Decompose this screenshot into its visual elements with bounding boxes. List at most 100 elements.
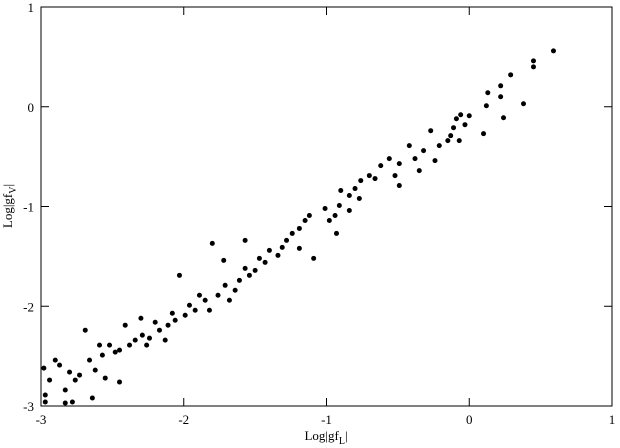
x-label-sub: L	[339, 436, 345, 447]
point	[215, 292, 221, 298]
y-tick-label: 0	[28, 100, 35, 115]
point	[356, 196, 362, 202]
point	[112, 349, 118, 355]
point	[156, 327, 162, 333]
point	[352, 186, 358, 192]
y-tick-label: -3	[23, 399, 34, 414]
y-axis-label: Log|gfV|	[0, 184, 19, 228]
point	[246, 272, 252, 278]
point	[275, 252, 281, 258]
point	[226, 297, 232, 303]
point	[508, 72, 514, 78]
x-label-main: Log|gf	[304, 428, 339, 443]
point	[242, 265, 248, 271]
point	[462, 122, 468, 128]
point	[165, 322, 171, 328]
y-label-end: |	[0, 184, 15, 187]
point	[242, 237, 248, 243]
point	[252, 267, 258, 273]
x-tick-label: -1	[321, 412, 332, 427]
point	[47, 377, 53, 383]
point	[127, 342, 133, 348]
point	[77, 372, 83, 378]
point	[336, 203, 342, 209]
point	[421, 148, 427, 154]
point	[322, 205, 328, 211]
point	[501, 115, 507, 121]
point	[483, 103, 489, 109]
point	[296, 245, 302, 251]
point	[416, 168, 422, 174]
point	[333, 230, 339, 236]
x-axis-label: Log|gfL|	[304, 428, 347, 447]
point	[346, 193, 352, 199]
point	[378, 163, 384, 169]
point	[406, 143, 412, 149]
point	[302, 217, 308, 223]
point	[182, 312, 188, 318]
point	[396, 183, 402, 189]
y-tick-label: 1	[28, 0, 35, 15]
point	[186, 302, 192, 308]
point	[306, 212, 312, 218]
point	[87, 357, 93, 363]
point	[296, 225, 302, 231]
point	[550, 48, 556, 54]
point	[520, 101, 526, 107]
point	[396, 161, 402, 167]
point	[107, 342, 113, 348]
point	[202, 297, 208, 303]
point	[346, 207, 352, 213]
point	[466, 113, 472, 119]
point	[222, 282, 228, 288]
point	[284, 237, 290, 243]
point	[256, 255, 262, 261]
point	[266, 247, 272, 253]
point	[262, 259, 268, 265]
point	[451, 125, 457, 131]
point	[498, 83, 504, 89]
point	[52, 357, 58, 363]
point	[102, 375, 108, 381]
point	[481, 131, 487, 137]
point	[196, 292, 202, 298]
x-tick-label: 0	[466, 412, 473, 427]
point	[62, 400, 68, 406]
point	[62, 387, 68, 393]
point	[89, 395, 95, 401]
point	[412, 156, 418, 162]
point	[428, 128, 434, 134]
x-label-end: |	[345, 428, 348, 443]
point	[146, 335, 152, 341]
point	[432, 158, 438, 164]
point	[117, 379, 123, 385]
point	[338, 188, 344, 194]
point	[67, 369, 73, 375]
point	[232, 287, 238, 293]
point	[69, 399, 75, 405]
y-label-sub: V	[8, 186, 19, 194]
point	[445, 138, 451, 144]
point	[139, 332, 145, 338]
point	[456, 138, 462, 144]
point	[436, 143, 442, 149]
point	[332, 212, 338, 218]
point	[42, 399, 48, 405]
point	[41, 365, 47, 371]
point	[138, 315, 144, 321]
point	[326, 217, 332, 223]
x-tick-label: -2	[178, 412, 189, 427]
x-tick-label: 1	[609, 412, 616, 427]
point	[72, 377, 78, 383]
point	[97, 342, 103, 348]
point	[192, 307, 198, 313]
point	[172, 317, 178, 323]
point	[82, 327, 88, 333]
point	[372, 176, 378, 182]
point	[358, 178, 364, 184]
point	[498, 94, 504, 100]
point	[311, 255, 317, 261]
point	[132, 337, 138, 343]
point	[57, 362, 63, 368]
